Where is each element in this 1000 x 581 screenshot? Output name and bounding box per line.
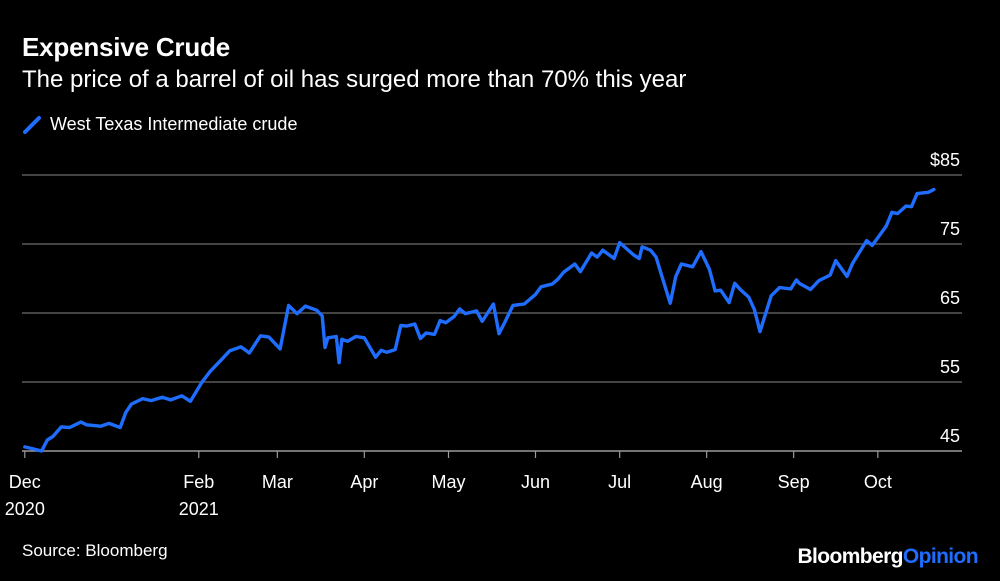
legend-label-wti: West Texas Intermediate crude <box>50 114 298 134</box>
brand-suffix: Opinion <box>902 545 979 568</box>
x-tick-label: Oct <box>864 472 892 492</box>
x-tick-sublabel: 2021 <box>179 499 219 519</box>
source-note: Source: Bloomberg <box>22 541 168 560</box>
x-tick-label: Apr <box>350 472 378 492</box>
x-tick-label: Jul <box>608 472 631 492</box>
x-tick-sublabel: 2020 <box>5 499 45 519</box>
chart-title: Expensive Crude <box>22 32 230 62</box>
x-tick-label: Mar <box>262 472 293 492</box>
legend-swatch-wti <box>23 115 41 134</box>
x-tick-label: Jun <box>521 472 550 492</box>
series-line-wti <box>23 187 936 453</box>
brand-name: Bloomberg <box>797 545 903 568</box>
y-tick-label: 65 <box>940 288 960 308</box>
legend: West Texas Intermediate crude <box>22 114 297 135</box>
x-tick-label: May <box>431 472 465 492</box>
y-tick-label: 75 <box>940 219 960 239</box>
y-tick-label: $85 <box>930 150 960 170</box>
chart-subtitle: The price of a barrel of oil has surged … <box>22 66 687 93</box>
y-tick-label: 45 <box>940 426 960 446</box>
brand-logo: BloombergOpinion <box>797 545 978 569</box>
x-tick-label: Sep <box>778 472 810 492</box>
x-tick-label: Dec <box>9 472 41 492</box>
y-tick-label: 55 <box>940 357 960 377</box>
x-tick-label: Feb <box>183 472 214 492</box>
x-tick-label: Aug <box>691 472 723 492</box>
